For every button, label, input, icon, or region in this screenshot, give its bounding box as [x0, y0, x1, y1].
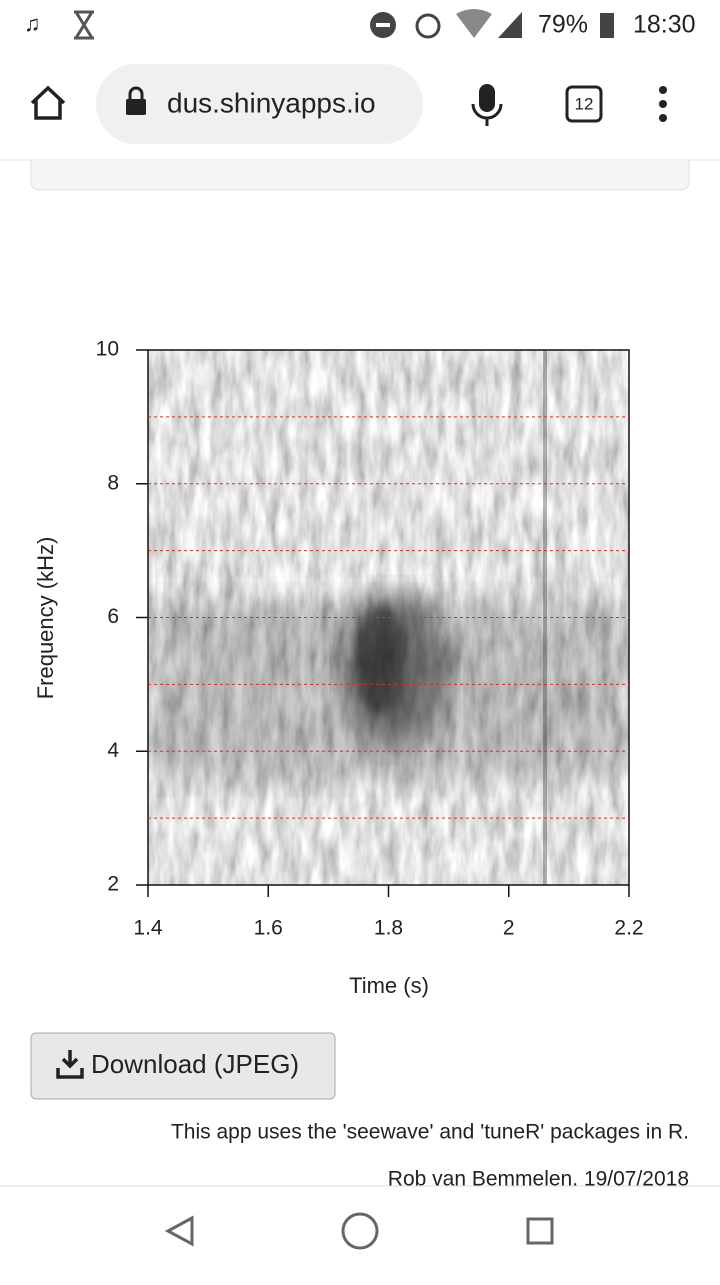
menu-button — [659, 114, 667, 122]
y-tick-label: 8 — [107, 471, 119, 494]
status-icon: ♫ — [24, 11, 41, 36]
mic-icon — [471, 103, 503, 126]
home-nav-button[interactable] — [341, 1212, 379, 1250]
recents-button[interactable] — [526, 1217, 554, 1245]
y-tick-label: 2 — [107, 873, 119, 896]
x-tick-label: 2.2 — [614, 917, 643, 940]
y-axis-label: Frequency (kHz) — [33, 537, 58, 700]
lock-icon — [128, 86, 144, 99]
y-tick-label: 4 — [107, 739, 119, 762]
battery-text: 79% — [538, 11, 588, 39]
spectrogram-call — [355, 605, 405, 715]
x-tick-label: 2 — [503, 917, 515, 940]
menu-button[interactable] — [659, 86, 667, 94]
status-icon — [376, 23, 390, 27]
status-icon — [415, 13, 441, 39]
back-button[interactable] — [164, 1215, 194, 1247]
menu-button — [659, 100, 667, 108]
x-tick-label: 1.6 — [254, 917, 283, 940]
y-tick-label: 10 — [96, 338, 119, 361]
x-tick-label: 1.8 — [374, 917, 403, 940]
author: Rob van Bemmelen, 19/07/2018 — [388, 1168, 689, 1191]
battery-icon — [600, 13, 614, 38]
nav-bar — [0, 1186, 720, 1280]
y-tick-label: 6 — [107, 605, 119, 628]
download-icon — [56, 1050, 84, 1079]
download-label: Download (JPEG) — [91, 1049, 299, 1079]
url: dus.shinyapps.io — [167, 87, 376, 118]
download-button[interactable] — [30, 1032, 336, 1100]
x-axis-label: Time (s) — [349, 973, 429, 998]
status-icon — [498, 12, 522, 38]
tab-count: 12 — [575, 94, 594, 113]
home-button[interactable] — [30, 85, 66, 120]
panel — [30, 160, 690, 191]
x-tick-label: 1.4 — [133, 917, 163, 940]
credit: This app uses the 'seewave' and 'tuneR' … — [171, 1121, 689, 1144]
lock-icon — [126, 99, 146, 115]
clock: 18:30 — [633, 11, 696, 39]
tabs-button[interactable] — [565, 85, 603, 123]
mic-button[interactable] — [479, 84, 495, 112]
url-bar[interactable] — [96, 64, 423, 144]
status-icon — [74, 10, 94, 40]
status-icon — [456, 9, 492, 38]
